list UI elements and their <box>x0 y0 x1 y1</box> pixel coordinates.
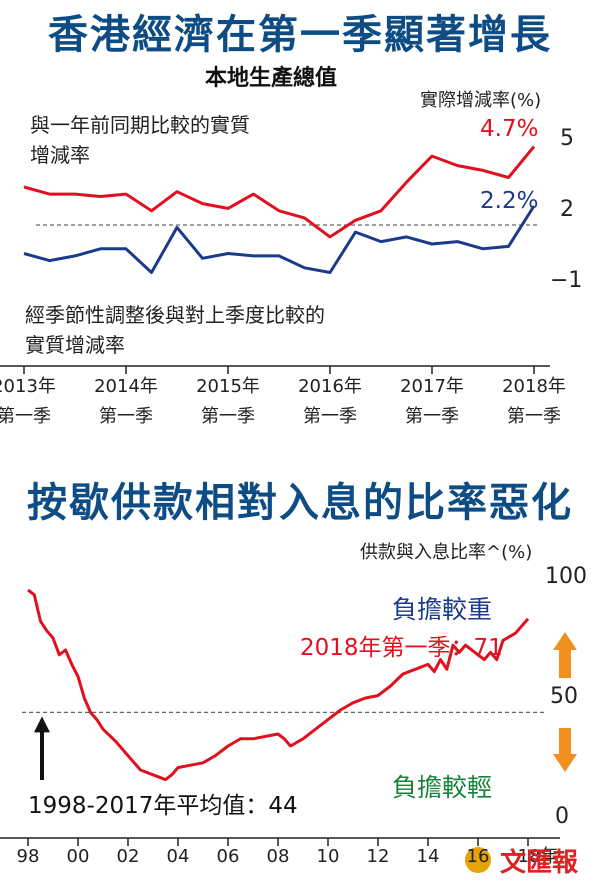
up-arrow-icon <box>553 632 577 650</box>
y-axis-label: 供款與入息比率^(%) <box>360 542 533 563</box>
x-tick-label: 10 <box>316 846 340 867</box>
x-tick-label: 08 <box>266 846 290 867</box>
x-tick-label: 98 <box>16 846 40 867</box>
down-arrow-shaft <box>559 728 571 756</box>
up-arrow-shaft <box>559 650 571 678</box>
series-line <box>27 588 530 782</box>
x-tick-label: 2016年第一季 <box>298 376 362 427</box>
series-1-end-label: 4.7% <box>480 116 539 142</box>
y-tick-label: −1 <box>550 268 583 293</box>
chart-title: 香港經濟在第一季顯著增長 <box>48 12 552 58</box>
x-tick-label: 2018年第一季 <box>502 376 566 427</box>
x-tick-label: 2015年第一季 <box>196 376 260 427</box>
x-tick-label: 2017年第一季 <box>400 376 464 427</box>
average-label: 1998-2017年平均值：44 <box>28 793 298 819</box>
x-tick-label: 00 <box>66 846 90 867</box>
series-1-label: 與一年前同期比較的實質增減率 <box>30 113 250 167</box>
y-tick-label: 50 <box>550 684 578 709</box>
series-2-end-label: 2.2% <box>480 188 539 214</box>
y-tick-label: 100 <box>545 564 587 589</box>
chart-title: 按歇供款相對入息的比率惡化 <box>27 480 573 526</box>
x-tick-label: 18年 <box>517 846 559 867</box>
burden-lighter-label: 負擔較輕 <box>392 773 493 802</box>
y-tick-label: 0 <box>555 804 569 829</box>
x-tick-label: 12 <box>366 846 390 867</box>
x-tick-label: 2014年第一季 <box>94 376 158 427</box>
y-tick-label: 5 <box>560 125 574 151</box>
average-arrow-head <box>34 716 50 733</box>
x-tick-label: 02 <box>116 846 140 867</box>
chart-subtitle: 本地生產總值 <box>205 66 338 91</box>
x-tick-label: 16 <box>466 846 490 867</box>
y-tick-label: 2 <box>560 196 574 222</box>
x-tick-label: 2013年第一季 <box>0 376 56 427</box>
gdp-chart <box>0 145 550 374</box>
down-arrow-icon <box>553 754 577 772</box>
watermark: 文匯報 <box>500 848 579 878</box>
x-tick-label: 06 <box>216 846 240 867</box>
watermark-logo-icon <box>465 847 491 873</box>
burden-heavier-label: 負擔較重 <box>392 595 493 624</box>
x-tick-label: 14 <box>416 846 440 867</box>
x-tick-label: 04 <box>166 846 190 867</box>
series-2-label: 經季節性調整後與對上季度比較的實質增減率 <box>25 303 325 357</box>
y-axis-label: 實際增減率(%) <box>420 90 542 111</box>
